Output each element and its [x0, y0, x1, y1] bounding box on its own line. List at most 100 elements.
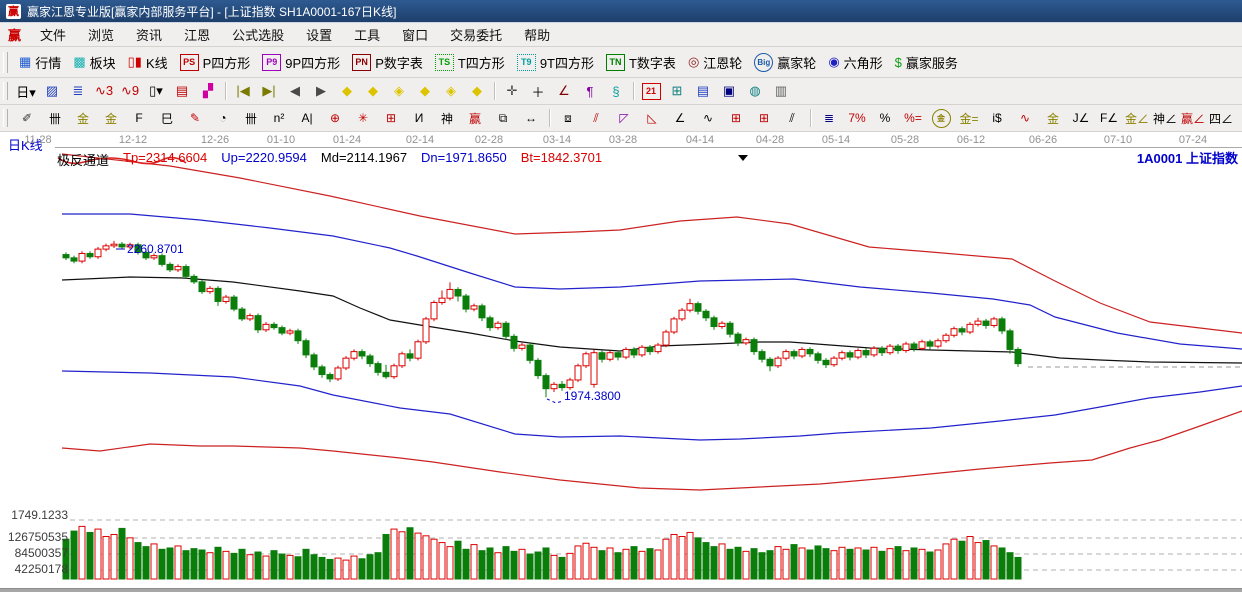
tool-button-step-forward[interactable]: ▶: [308, 80, 334, 102]
tool-button-wave-3[interactable]: ∿3: [91, 80, 117, 102]
tool-button-gallery-tool[interactable]: ¶: [577, 80, 603, 102]
period-label[interactable]: 日K线: [8, 138, 43, 153]
tool-button-fan-rays[interactable]: ⫽: [582, 107, 610, 129]
tool-button-zigzag[interactable]: ∿: [694, 107, 722, 129]
tool-button-spiral-tool[interactable]: 巳: [153, 107, 181, 129]
toolbar-button-t-square[interactable]: TS T四方形: [429, 50, 511, 74]
menu-item-设置[interactable]: 设置: [306, 28, 333, 43]
tool-button-percent-down[interactable]: 7%: [843, 107, 871, 129]
tool-button-dense-grid-2[interactable]: ⊞: [750, 107, 778, 129]
tool-button-angle-ying[interactable]: 赢∠: [1179, 107, 1207, 129]
tool-button-period-selector[interactable]: 日▾: [13, 80, 39, 102]
menu-item-资讯[interactable]: 资讯: [136, 28, 163, 43]
tool-button-gold-comb-2[interactable]: 金: [97, 107, 125, 129]
tool-button-save[interactable]: ▣: [716, 80, 742, 102]
tool-button-web-export[interactable]: ◍: [742, 80, 768, 102]
toolbar-button-p-square[interactable]: PS P四方形: [174, 50, 257, 74]
chart-area[interactable]: 日K线 11-28 12-12 12-26 01-10 01-24 02-14 02-28 0…: [0, 132, 1242, 588]
tool-button-gold-channel[interactable]: 金: [1039, 107, 1067, 129]
tool-button-angle-f[interactable]: F∠: [1095, 107, 1123, 129]
toolbar-grip[interactable]: [3, 81, 8, 101]
tool-button-jump-first[interactable]: |◀: [230, 80, 256, 102]
toolbar-grip[interactable]: [3, 108, 8, 128]
tool-button-notepad[interactable]: ▤: [690, 80, 716, 102]
tool-button-pattern-box[interactable]: ▤: [169, 80, 195, 102]
toolbar-button-9t-square[interactable]: T9 9T四方形: [511, 50, 600, 74]
menu-item-帮助[interactable]: 帮助: [524, 28, 551, 43]
tool-button-measure-money[interactable]: i$: [983, 107, 1011, 129]
tool-button-angle-j[interactable]: J∠: [1067, 107, 1095, 129]
toolbar-button-t-table[interactable]: TN T数字表: [600, 50, 682, 74]
toolbar-button-sectors[interactable]: ▩ 板块: [67, 50, 121, 74]
tool-button-zoom-compress[interactable]: ◆: [412, 80, 438, 102]
tool-button-box-123[interactable]: ⧉: [489, 107, 517, 129]
tool-button-comb-plain[interactable]: 卌: [237, 107, 265, 129]
tool-button-angle-shen[interactable]: 神∠: [1151, 107, 1179, 129]
tool-button-circle-cross[interactable]: ⊕: [321, 107, 349, 129]
tool-button-zoom-expand[interactable]: ◈: [438, 80, 464, 102]
tool-button-maze-tool[interactable]: §: [603, 80, 629, 102]
tool-button-wave-chart[interactable]: ▨: [39, 80, 65, 102]
tool-button-price-bars[interactable]: ≣: [815, 107, 843, 129]
horizontal-scrollbar[interactable]: [0, 588, 1242, 592]
tool-button-single-candle[interactable]: ▯▾: [143, 80, 169, 102]
menu-item-交易委托[interactable]: 交易委托: [450, 28, 503, 43]
menu-item-文件[interactable]: 文件: [40, 28, 67, 43]
tool-button-calendar[interactable]: 21: [638, 80, 664, 102]
toolbar-button-quotes[interactable]: ▦ 行情: [13, 50, 67, 74]
tool-button-gold-comb-1[interactable]: 金: [69, 107, 97, 129]
tool-button-dense-grid-1[interactable]: ⊞: [722, 107, 750, 129]
tool-button-draw-pen[interactable]: ✐: [13, 107, 41, 129]
tool-button-slash-lines[interactable]: ⫽: [778, 107, 806, 129]
tool-button-step-back[interactable]: ◀: [282, 80, 308, 102]
toolbar-button-winner-service[interactable]: $ 赢家服务: [889, 50, 964, 74]
date-marker-icon[interactable]: [738, 155, 748, 161]
tool-button-pan-hand[interactable]: ✛: [499, 80, 525, 102]
tool-button-percent-lines[interactable]: %=: [899, 107, 927, 129]
tool-button-gold-lines[interactable]: 金=: [955, 107, 983, 129]
toolbar-button-kline[interactable]: ▯▮ K线: [122, 50, 174, 74]
tool-button-angle-si[interactable]: 四∠: [1207, 107, 1235, 129]
tool-button-percent[interactable]: %: [871, 107, 899, 129]
tool-button-fan-box-1[interactable]: ◸: [610, 107, 638, 129]
tool-button-red-pen[interactable]: ✎: [181, 107, 209, 129]
tool-button-angle-gold[interactable]: 金∠: [1123, 107, 1151, 129]
menu-item-浏览[interactable]: 浏览: [88, 28, 115, 43]
toolbar-button-p-table[interactable]: PN P数字表: [346, 50, 429, 74]
tool-button-star-rays[interactable]: ✳: [349, 107, 377, 129]
tool-button-text-tool[interactable]: A|: [293, 107, 321, 129]
tool-button-wave-channel[interactable]: ∿: [1011, 107, 1039, 129]
menu-item-窗口[interactable]: 窗口: [402, 28, 429, 43]
menu-item-江恩[interactable]: 江恩: [184, 28, 211, 43]
menu-item-工具[interactable]: 工具: [354, 28, 381, 43]
tool-button-crosshair[interactable]: ＋: [525, 80, 551, 102]
tool-button-angle-measure[interactable]: ∠: [551, 80, 577, 102]
tool-button-report-view[interactable]: ≣: [65, 80, 91, 102]
tool-button-wave-9[interactable]: ∿9: [117, 80, 143, 102]
tool-button-zoom-horizontal[interactable]: ◈: [386, 80, 412, 102]
tool-button-gold-circle[interactable]: 金: [927, 107, 955, 129]
tool-button-zoom-full[interactable]: ◆: [464, 80, 490, 102]
tool-button-zoom-right[interactable]: ◆: [360, 80, 386, 102]
tool-button-jump-last[interactable]: ▶|: [256, 80, 282, 102]
tool-button-calculator[interactable]: ⊞: [664, 80, 690, 102]
tool-button-f-comb[interactable]: F: [125, 107, 153, 129]
toolbar-button-hexagon[interactable]: ◉ 六角形: [822, 50, 888, 74]
tool-button-shen-comb[interactable]: 神: [433, 107, 461, 129]
tool-button-grid-comb[interactable]: 卌: [41, 107, 69, 129]
tool-button-color-histogram[interactable]: ▞: [195, 80, 221, 102]
tool-button-fan-box-2[interactable]: ◺: [638, 107, 666, 129]
toolbar-grip[interactable]: [3, 51, 8, 73]
tool-button-angle-lines[interactable]: ∠: [666, 107, 694, 129]
tool-button-time-cycle[interactable]: ◔: [209, 107, 237, 129]
kline-chart-canvas[interactable]: [0, 132, 1242, 588]
tool-button-n-square[interactable]: n²: [265, 107, 293, 129]
toolbar-button-9p-square[interactable]: P9 9P四方形: [256, 50, 346, 74]
tool-button-width-arrows[interactable]: ↔: [517, 107, 545, 129]
tool-button-ying-comb[interactable]: 赢: [461, 107, 489, 129]
tool-button-box-tool[interactable]: ⧈: [554, 107, 582, 129]
toolbar-button-gann-wheel[interactable]: ◎ 江恩轮: [682, 50, 748, 74]
symbol-label[interactable]: 1A0001 上证指数: [1136, 151, 1238, 166]
tool-button-zoom-left[interactable]: ◆: [334, 80, 360, 102]
tool-button-grid-box[interactable]: ⊞: [377, 107, 405, 129]
